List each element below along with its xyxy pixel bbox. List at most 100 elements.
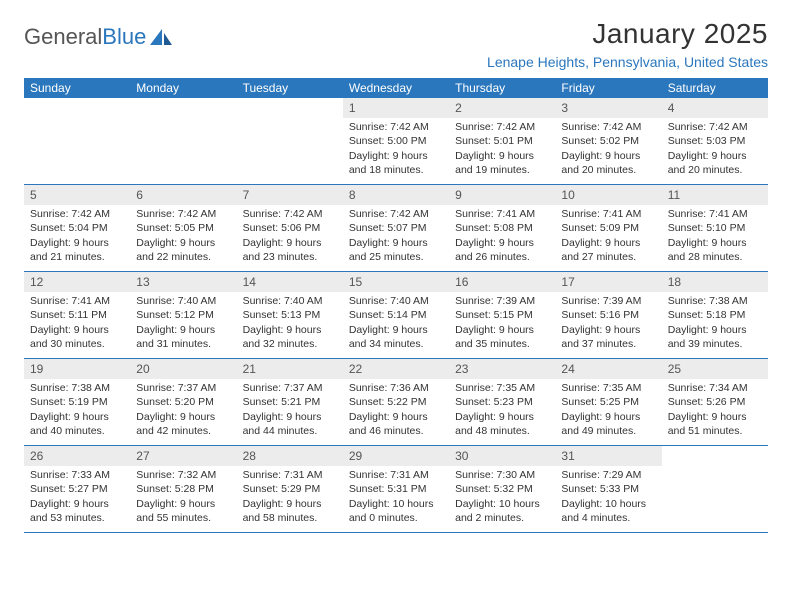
day-details: Sunrise: 7:41 AMSunset: 5:10 PMDaylight:… <box>662 207 768 268</box>
day-details: Sunrise: 7:32 AMSunset: 5:28 PMDaylight:… <box>130 468 236 529</box>
sunrise-line: Sunrise: 7:42 AM <box>349 207 443 221</box>
daylight-line-2: and 34 minutes. <box>349 337 443 351</box>
daylight-line-2: and 31 minutes. <box>136 337 230 351</box>
daylight-line-2: and 4 minutes. <box>561 511 655 525</box>
sunrise-line: Sunrise: 7:41 AM <box>455 207 549 221</box>
day-number: 28 <box>237 446 343 466</box>
daylight-line-1: Daylight: 9 hours <box>668 410 762 424</box>
day-details: Sunrise: 7:42 AMSunset: 5:01 PMDaylight:… <box>449 120 555 181</box>
daylight-line-2: and 51 minutes. <box>668 424 762 438</box>
sunrise-line: Sunrise: 7:38 AM <box>30 381 124 395</box>
day-details: Sunrise: 7:42 AMSunset: 5:05 PMDaylight:… <box>130 207 236 268</box>
calendar-day: 15Sunrise: 7:40 AMSunset: 5:14 PMDayligh… <box>343 272 449 358</box>
sunset-line: Sunset: 5:23 PM <box>455 395 549 409</box>
day-number: 14 <box>237 272 343 292</box>
sunrise-line: Sunrise: 7:31 AM <box>243 468 337 482</box>
day-number <box>662 446 768 466</box>
sunrise-line: Sunrise: 7:32 AM <box>136 468 230 482</box>
calendar-day: 7Sunrise: 7:42 AMSunset: 5:06 PMDaylight… <box>237 185 343 271</box>
calendar-day: 20Sunrise: 7:37 AMSunset: 5:20 PMDayligh… <box>130 359 236 445</box>
day-number: 22 <box>343 359 449 379</box>
sunset-line: Sunset: 5:07 PM <box>349 221 443 235</box>
daylight-line-2: and 39 minutes. <box>668 337 762 351</box>
daylight-line-2: and 42 minutes. <box>136 424 230 438</box>
sunrise-line: Sunrise: 7:42 AM <box>561 120 655 134</box>
calendar-day: 1Sunrise: 7:42 AMSunset: 5:00 PMDaylight… <box>343 98 449 184</box>
daylight-line-1: Daylight: 9 hours <box>455 236 549 250</box>
sunset-line: Sunset: 5:27 PM <box>30 482 124 496</box>
day-number <box>24 98 130 118</box>
sunset-line: Sunset: 5:32 PM <box>455 482 549 496</box>
daylight-line-1: Daylight: 9 hours <box>30 497 124 511</box>
daylight-line-1: Daylight: 9 hours <box>243 323 337 337</box>
day-details: Sunrise: 7:34 AMSunset: 5:26 PMDaylight:… <box>662 381 768 442</box>
sunrise-line: Sunrise: 7:41 AM <box>561 207 655 221</box>
calendar-page: GeneralBlue January 2025 Lenape Heights,… <box>0 0 792 533</box>
daylight-line-1: Daylight: 10 hours <box>455 497 549 511</box>
daylight-line-1: Daylight: 9 hours <box>561 410 655 424</box>
calendar-week: 12Sunrise: 7:41 AMSunset: 5:11 PMDayligh… <box>24 272 768 359</box>
calendar-day: 8Sunrise: 7:42 AMSunset: 5:07 PMDaylight… <box>343 185 449 271</box>
day-number: 8 <box>343 185 449 205</box>
sunrise-line: Sunrise: 7:36 AM <box>349 381 443 395</box>
sunset-line: Sunset: 5:20 PM <box>136 395 230 409</box>
sunrise-line: Sunrise: 7:40 AM <box>349 294 443 308</box>
sunset-line: Sunset: 5:16 PM <box>561 308 655 322</box>
day-details: Sunrise: 7:37 AMSunset: 5:20 PMDaylight:… <box>130 381 236 442</box>
dow-friday: Friday <box>555 78 661 98</box>
logo-text-1: General <box>24 24 102 50</box>
sunset-line: Sunset: 5:03 PM <box>668 134 762 148</box>
day-details: Sunrise: 7:29 AMSunset: 5:33 PMDaylight:… <box>555 468 661 529</box>
title-block: January 2025 Lenape Heights, Pennsylvani… <box>487 18 768 70</box>
sunrise-line: Sunrise: 7:40 AM <box>136 294 230 308</box>
header: GeneralBlue January 2025 Lenape Heights,… <box>24 18 768 70</box>
sunrise-line: Sunrise: 7:34 AM <box>668 381 762 395</box>
day-number: 10 <box>555 185 661 205</box>
daylight-line-1: Daylight: 9 hours <box>455 149 549 163</box>
sunset-line: Sunset: 5:19 PM <box>30 395 124 409</box>
dow-sunday: Sunday <box>24 78 130 98</box>
calendar-day: 27Sunrise: 7:32 AMSunset: 5:28 PMDayligh… <box>130 446 236 532</box>
day-details: Sunrise: 7:38 AMSunset: 5:18 PMDaylight:… <box>662 294 768 355</box>
logo-text-2: Blue <box>102 24 146 50</box>
calendar-day: 22Sunrise: 7:36 AMSunset: 5:22 PMDayligh… <box>343 359 449 445</box>
daylight-line-1: Daylight: 9 hours <box>668 323 762 337</box>
calendar-day: 13Sunrise: 7:40 AMSunset: 5:12 PMDayligh… <box>130 272 236 358</box>
calendar-day: 3Sunrise: 7:42 AMSunset: 5:02 PMDaylight… <box>555 98 661 184</box>
sunset-line: Sunset: 5:33 PM <box>561 482 655 496</box>
sunset-line: Sunset: 5:06 PM <box>243 221 337 235</box>
daylight-line-2: and 0 minutes. <box>349 511 443 525</box>
daylight-line-2: and 25 minutes. <box>349 250 443 264</box>
sunrise-line: Sunrise: 7:33 AM <box>30 468 124 482</box>
day-number: 29 <box>343 446 449 466</box>
day-details: Sunrise: 7:35 AMSunset: 5:25 PMDaylight:… <box>555 381 661 442</box>
calendar-day: 17Sunrise: 7:39 AMSunset: 5:16 PMDayligh… <box>555 272 661 358</box>
day-details: Sunrise: 7:42 AMSunset: 5:06 PMDaylight:… <box>237 207 343 268</box>
day-number <box>237 98 343 118</box>
sunrise-line: Sunrise: 7:37 AM <box>243 381 337 395</box>
day-details: Sunrise: 7:40 AMSunset: 5:12 PMDaylight:… <box>130 294 236 355</box>
daylight-line-2: and 22 minutes. <box>136 250 230 264</box>
sunrise-line: Sunrise: 7:41 AM <box>668 207 762 221</box>
sunset-line: Sunset: 5:12 PM <box>136 308 230 322</box>
dow-header-row: Sunday Monday Tuesday Wednesday Thursday… <box>24 78 768 98</box>
day-details: Sunrise: 7:30 AMSunset: 5:32 PMDaylight:… <box>449 468 555 529</box>
day-details: Sunrise: 7:38 AMSunset: 5:19 PMDaylight:… <box>24 381 130 442</box>
calendar-day: 18Sunrise: 7:38 AMSunset: 5:18 PMDayligh… <box>662 272 768 358</box>
calendar-day: 16Sunrise: 7:39 AMSunset: 5:15 PMDayligh… <box>449 272 555 358</box>
sunset-line: Sunset: 5:05 PM <box>136 221 230 235</box>
day-number: 21 <box>237 359 343 379</box>
sunrise-line: Sunrise: 7:39 AM <box>455 294 549 308</box>
daylight-line-2: and 2 minutes. <box>455 511 549 525</box>
location-subtitle: Lenape Heights, Pennsylvania, United Sta… <box>487 54 768 70</box>
day-number: 23 <box>449 359 555 379</box>
daylight-line-2: and 19 minutes. <box>455 163 549 177</box>
sunset-line: Sunset: 5:15 PM <box>455 308 549 322</box>
sunset-line: Sunset: 5:02 PM <box>561 134 655 148</box>
day-number: 3 <box>555 98 661 118</box>
dow-tuesday: Tuesday <box>237 78 343 98</box>
day-details: Sunrise: 7:39 AMSunset: 5:15 PMDaylight:… <box>449 294 555 355</box>
daylight-line-1: Daylight: 9 hours <box>349 410 443 424</box>
calendar-day: 2Sunrise: 7:42 AMSunset: 5:01 PMDaylight… <box>449 98 555 184</box>
calendar-day: 11Sunrise: 7:41 AMSunset: 5:10 PMDayligh… <box>662 185 768 271</box>
